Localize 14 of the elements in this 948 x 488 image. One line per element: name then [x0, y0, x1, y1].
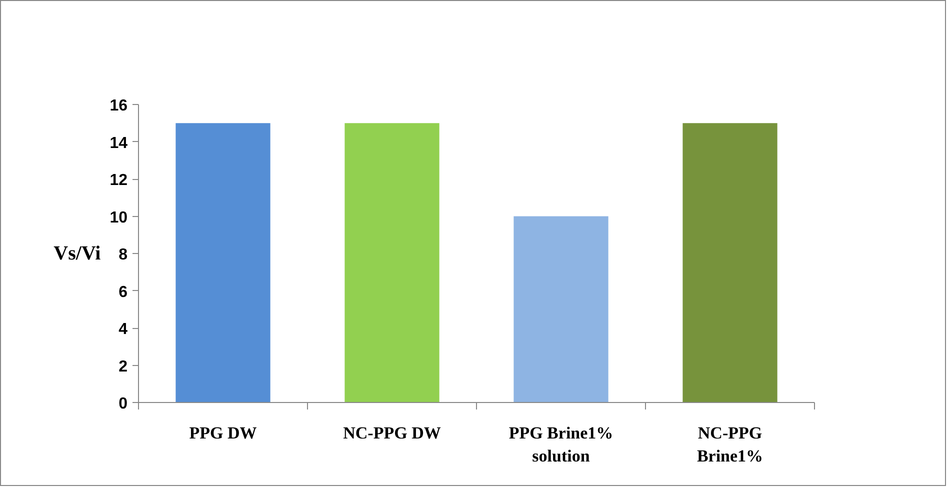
x-tick-label: NC-PPG DW: [343, 424, 441, 442]
y-tick-label: 6: [118, 284, 128, 301]
y-tick-label: 16: [110, 98, 128, 114]
y-tick-label: 8: [118, 246, 128, 264]
y-tick-label: 12: [110, 172, 128, 189]
y-axis-title: Vs/Vi: [54, 242, 102, 264]
y-tick-label: 0: [118, 396, 128, 412]
y-tick-label: 2: [118, 358, 128, 376]
x-tick-label: PPG Brine1% solution: [508, 424, 614, 466]
y-tick-label: 14: [110, 134, 128, 152]
x-tick-label: NC-PPG Brine1%: [696, 424, 764, 466]
y-tick-label: 4: [118, 321, 128, 338]
y-tick-label: 10: [110, 209, 128, 226]
x-tick-label: PPG DW: [189, 424, 257, 442]
